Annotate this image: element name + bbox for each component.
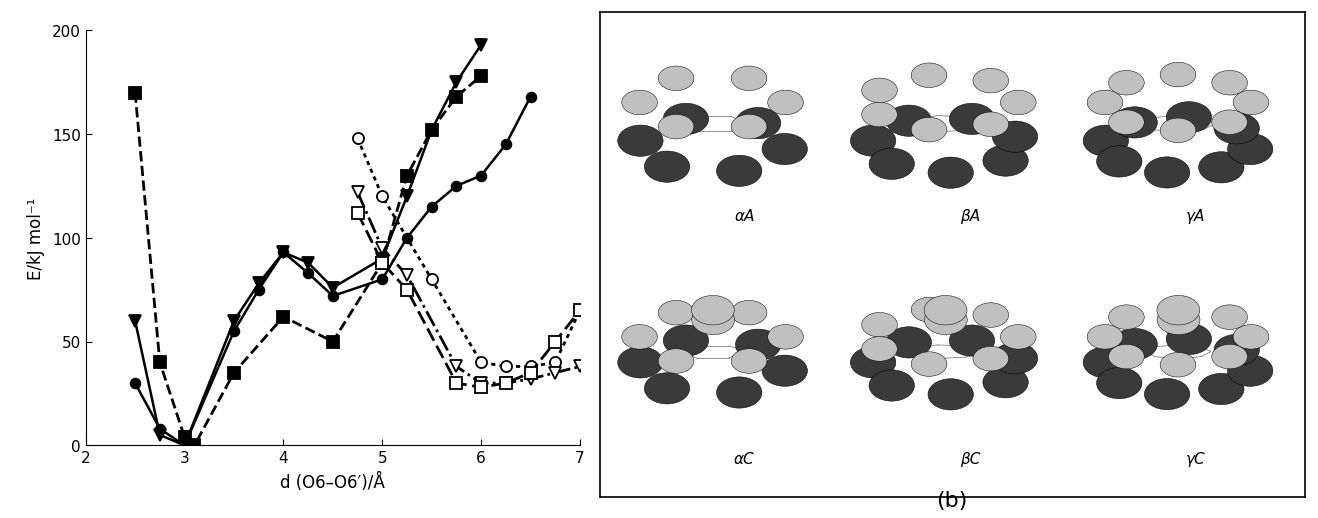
Circle shape xyxy=(1198,373,1244,405)
Circle shape xyxy=(1227,134,1273,165)
Circle shape xyxy=(618,126,663,157)
Circle shape xyxy=(1211,305,1247,330)
Circle shape xyxy=(1160,119,1195,143)
Circle shape xyxy=(1108,344,1144,369)
Circle shape xyxy=(1234,91,1269,116)
Circle shape xyxy=(928,379,973,410)
Circle shape xyxy=(973,347,1008,371)
Circle shape xyxy=(911,118,946,142)
Circle shape xyxy=(658,67,693,91)
Circle shape xyxy=(869,149,915,180)
Circle shape xyxy=(992,343,1037,374)
Circle shape xyxy=(949,325,995,356)
Circle shape xyxy=(1166,324,1211,355)
Circle shape xyxy=(618,347,663,378)
Circle shape xyxy=(911,298,946,322)
Circle shape xyxy=(692,306,734,335)
Circle shape xyxy=(762,134,808,165)
Circle shape xyxy=(731,67,767,91)
Circle shape xyxy=(658,301,693,325)
Circle shape xyxy=(924,296,967,325)
Circle shape xyxy=(731,301,767,325)
Circle shape xyxy=(973,113,1008,137)
Text: βC: βC xyxy=(960,451,981,466)
Circle shape xyxy=(973,69,1008,94)
Circle shape xyxy=(663,325,709,356)
Circle shape xyxy=(1087,325,1123,350)
Circle shape xyxy=(1198,152,1244,183)
Circle shape xyxy=(1227,355,1273,386)
Circle shape xyxy=(911,64,946,88)
Circle shape xyxy=(717,156,762,187)
Circle shape xyxy=(1144,379,1190,410)
Circle shape xyxy=(1166,103,1211,134)
Circle shape xyxy=(886,327,932,358)
Circle shape xyxy=(850,347,896,378)
Circle shape xyxy=(992,122,1037,153)
X-axis label: d (O6–O6′)/Å: d (O6–O6′)/Å xyxy=(281,472,385,491)
Circle shape xyxy=(1097,147,1141,178)
Circle shape xyxy=(1108,305,1144,330)
Circle shape xyxy=(735,329,780,361)
Text: γA: γA xyxy=(1186,209,1205,224)
Text: γC: γC xyxy=(1186,451,1206,466)
Circle shape xyxy=(731,115,767,139)
Circle shape xyxy=(949,104,995,135)
Circle shape xyxy=(886,106,932,137)
Circle shape xyxy=(658,349,693,373)
Circle shape xyxy=(767,91,804,116)
Circle shape xyxy=(1234,325,1269,350)
Circle shape xyxy=(862,313,898,337)
Circle shape xyxy=(862,337,898,362)
Circle shape xyxy=(1160,63,1195,88)
Circle shape xyxy=(1108,71,1144,96)
Circle shape xyxy=(1214,113,1259,145)
Circle shape xyxy=(1211,111,1247,135)
Circle shape xyxy=(622,91,658,116)
Circle shape xyxy=(1211,344,1247,369)
Circle shape xyxy=(1112,329,1157,360)
Circle shape xyxy=(1000,325,1036,350)
Circle shape xyxy=(1157,306,1199,335)
Circle shape xyxy=(767,325,804,350)
Circle shape xyxy=(645,152,689,183)
Circle shape xyxy=(717,377,762,408)
Circle shape xyxy=(658,115,693,139)
Circle shape xyxy=(869,370,915,401)
Circle shape xyxy=(1157,296,1199,325)
Circle shape xyxy=(1160,353,1195,377)
Circle shape xyxy=(1108,111,1144,135)
Circle shape xyxy=(692,296,734,325)
Circle shape xyxy=(663,104,709,135)
Circle shape xyxy=(862,79,898,104)
Circle shape xyxy=(928,157,973,189)
Text: (b): (b) xyxy=(936,490,967,510)
Circle shape xyxy=(645,373,689,404)
Circle shape xyxy=(1083,126,1128,157)
Circle shape xyxy=(924,306,967,335)
Circle shape xyxy=(1087,91,1123,116)
Circle shape xyxy=(622,325,658,350)
Circle shape xyxy=(862,103,898,127)
Circle shape xyxy=(983,367,1028,398)
Circle shape xyxy=(1097,368,1141,399)
Circle shape xyxy=(735,108,780,139)
Circle shape xyxy=(762,355,808,386)
Circle shape xyxy=(1144,157,1190,189)
Circle shape xyxy=(1160,297,1195,322)
Text: βA: βA xyxy=(960,209,981,224)
Y-axis label: E/kJ mol⁻¹: E/kJ mol⁻¹ xyxy=(26,197,45,279)
Circle shape xyxy=(973,303,1008,328)
Circle shape xyxy=(1211,71,1247,96)
Circle shape xyxy=(1214,335,1259,366)
Text: αC: αC xyxy=(734,451,754,466)
Circle shape xyxy=(1083,347,1128,378)
Text: αA: αA xyxy=(734,209,754,224)
Circle shape xyxy=(911,352,946,377)
Circle shape xyxy=(1000,91,1036,116)
Circle shape xyxy=(1112,108,1157,139)
Circle shape xyxy=(850,126,896,157)
Circle shape xyxy=(983,146,1028,177)
Circle shape xyxy=(731,349,767,373)
